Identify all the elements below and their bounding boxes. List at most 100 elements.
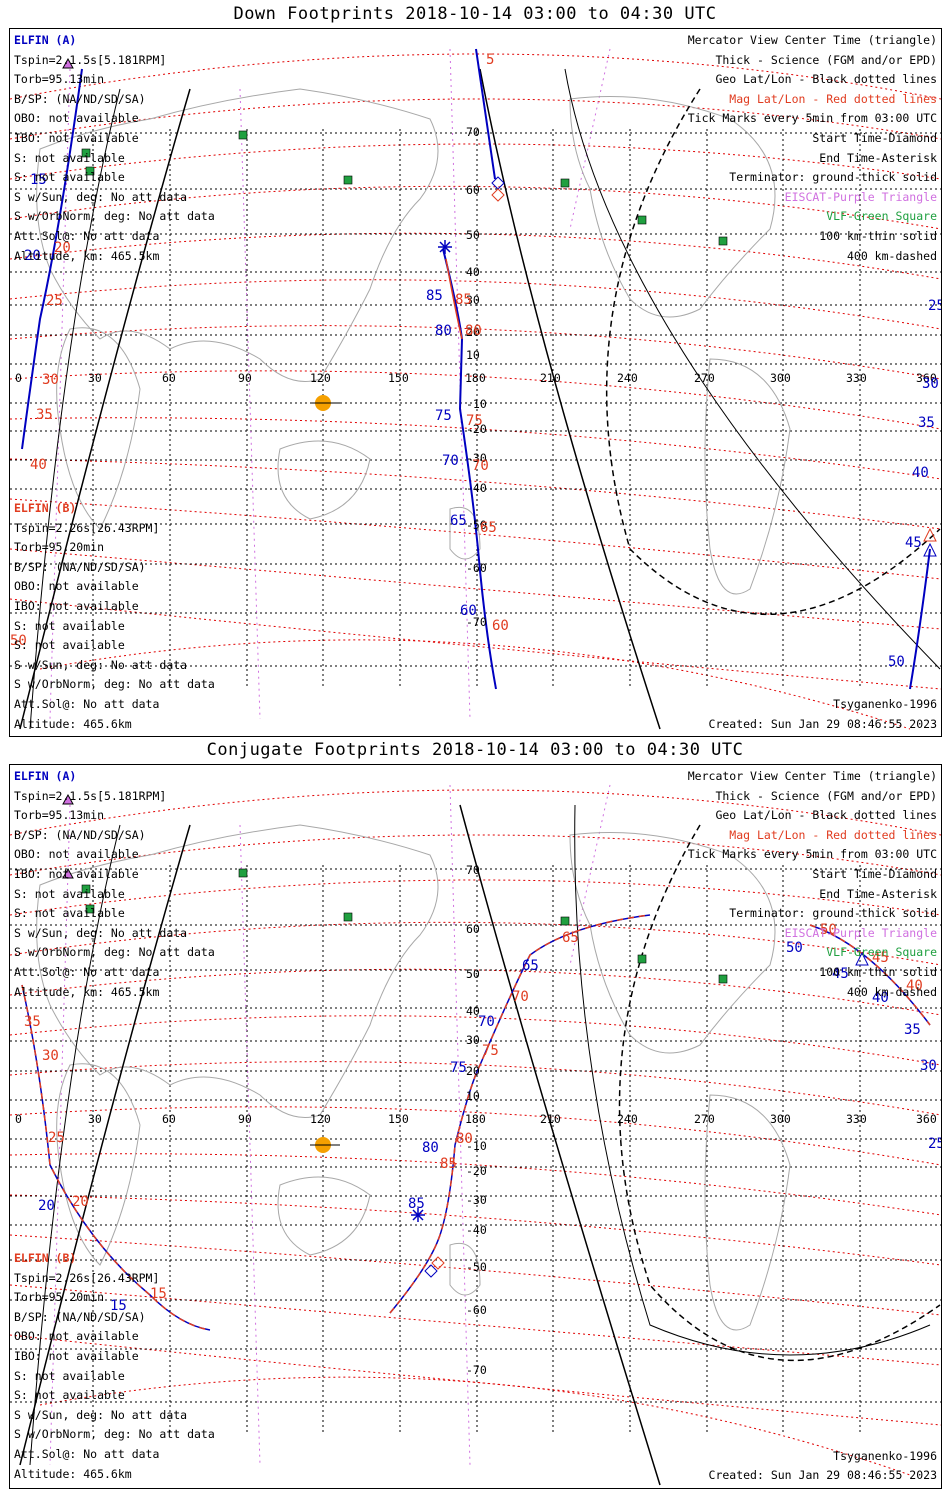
elfin-a-info: ELFIN (A) Tspin=2.1.5s[5.181RPM] Torb=95…: [14, 31, 215, 266]
info-line: Tspin=2.26s[26.43RPM]: [14, 1270, 160, 1285]
tick-label: 65: [450, 513, 467, 529]
info-line: B/SP: (NA/ND/SD/SA): [14, 827, 146, 842]
info-line: S w/OrbNorm, deg: No att data: [14, 677, 215, 692]
map-panel-down: 0 30 60 90 120 150 180 210 240 270 300 3…: [9, 28, 942, 737]
lon-label: 240: [617, 371, 638, 385]
legend-item: 100 km-thin solid: [819, 964, 937, 979]
lat-label: -10: [466, 1139, 487, 1153]
lon-label: 330: [846, 1112, 867, 1126]
lon-label: 90: [238, 371, 252, 385]
elfin-a-name: ELFIN (A): [14, 33, 77, 47]
tick-label: 30: [42, 372, 59, 388]
lon-label: 150: [388, 1112, 409, 1126]
info-line: IBO: not available: [14, 130, 139, 145]
legend-item: Geo Lat/Lon - Black dotted lines: [715, 808, 937, 823]
tick-label: 80: [435, 323, 452, 339]
legend-item: Thick - Science (FGM and/or EPD): [715, 788, 937, 803]
tick-label: 5: [486, 52, 495, 68]
elfin-b-track: [445, 258, 463, 340]
geo-grid: [10, 865, 941, 1435]
lat-label: -50: [466, 1260, 487, 1274]
elfin-a-info: ELFIN (A) Tspin=2.1.5s[5.181RPM] Torb=95…: [14, 767, 215, 1002]
coastlines: [36, 88, 791, 595]
mag-grid: [10, 53, 941, 730]
info-line: S w/Sun, deg: No att data: [14, 1407, 188, 1422]
legend-item: Geo Lat/Lon - Black dotted lines: [715, 72, 937, 87]
lon-label: 0: [15, 1112, 22, 1126]
tick-label: 30: [42, 1048, 59, 1064]
tick-label: 75: [450, 1060, 467, 1076]
tick-label: 30: [922, 376, 939, 392]
tick-label: 20: [38, 1198, 55, 1214]
legend-item: Terminator: ground-thick solid: [729, 906, 937, 921]
lon-label: 60: [162, 371, 176, 385]
info-line: S w/OrbNorm, deg: No att data: [14, 209, 215, 224]
legend-item: Tick Marks every 5min from 03:00 UTC: [687, 847, 937, 862]
tick-label: 60: [492, 618, 509, 634]
tick-label: 80: [422, 1140, 439, 1156]
start-diamond-icon: [424, 1256, 445, 1278]
tick-label: 35: [904, 1022, 921, 1038]
legend-item: End Time-Asterisk: [819, 150, 937, 165]
tick-label: 35: [36, 407, 53, 423]
lon-label: 30: [88, 371, 102, 385]
lon-label: 60: [162, 1112, 176, 1126]
legend: Mercator View Center Time (triangle) Thi…: [688, 31, 937, 266]
legend-item: 100 km-thin solid: [819, 228, 937, 243]
lat-label: 70: [466, 125, 480, 139]
lon-label: 210: [540, 1112, 561, 1126]
tick-label: 70: [478, 1014, 495, 1030]
tick-label: 65: [562, 930, 579, 946]
legend-item: End Time-Asterisk: [819, 886, 937, 901]
tick-label: 25: [928, 298, 941, 314]
elfin-a-name: ELFIN (A): [14, 769, 77, 783]
lat-label: 10: [466, 348, 480, 362]
info-line: S w/Sun, deg: No att data: [14, 925, 188, 940]
tick-label: 80: [465, 323, 482, 339]
tick-label: 40: [872, 990, 889, 1006]
info-line: S w/Sun, deg: No att data: [14, 657, 188, 672]
lat-label: 50: [466, 228, 480, 242]
info-line: Tspin=2.26s[26.43RPM]: [14, 520, 160, 535]
tick-label: 75: [466, 413, 483, 429]
map-canvas-conjugate: [10, 784, 941, 1486]
tick-label: 20: [24, 248, 41, 264]
info-line: Att.Sol@: No att data: [14, 228, 160, 243]
legend-item: EISCAT-Purple Triangle: [784, 189, 937, 204]
lat-label: -70: [466, 615, 487, 629]
tick-label: 30: [920, 1058, 937, 1074]
terminator-curves: [19, 68, 941, 730]
terminator-curves: [19, 804, 941, 1486]
lat-label: 70: [466, 863, 480, 877]
lon-label: 360: [916, 371, 937, 385]
tick-label: 40: [30, 457, 47, 473]
lon-label: 210: [540, 371, 561, 385]
legend-item: Thick - Science (FGM and/or EPD): [715, 52, 937, 67]
legend-item: Mag Lat/Lon - Red dotted lines: [729, 91, 937, 106]
tick-label: 65: [480, 520, 497, 536]
legend-item: VLF-Green Square: [826, 209, 937, 224]
elfin-b-name: ELFIN (B): [14, 1251, 77, 1265]
tick-label: 85: [440, 1156, 457, 1172]
start-diamond-icon: [491, 176, 505, 202]
map-canvas-down: [10, 48, 941, 730]
tick-label: 35: [918, 415, 935, 431]
info-line: S: not available: [14, 638, 125, 653]
lat-label: -50: [466, 518, 487, 532]
tick-label: 15: [150, 1286, 167, 1302]
info-line: S: not available: [14, 170, 125, 185]
lon-label: 90: [238, 1112, 252, 1126]
lat-label: -10: [466, 397, 487, 411]
lat-label: 30: [466, 293, 480, 307]
lon-label: 180: [465, 1112, 486, 1126]
info-line: Altitude: 465.6km: [14, 1466, 132, 1481]
panel-title-down: Down Footprints 2018-10-14 03:00 to 04:3…: [233, 4, 717, 24]
legend-item: Start Time-Diamond: [812, 866, 937, 881]
eiscat-lines: [49, 784, 611, 1466]
tick-label: 85: [408, 1196, 425, 1212]
lon-label: 270: [694, 1112, 715, 1126]
tick-label: 50: [820, 922, 837, 938]
lat-label: 60: [466, 183, 480, 197]
lat-label: 60: [466, 922, 480, 936]
info-line: B/SP: (NA/ND/SD/SA): [14, 91, 146, 106]
